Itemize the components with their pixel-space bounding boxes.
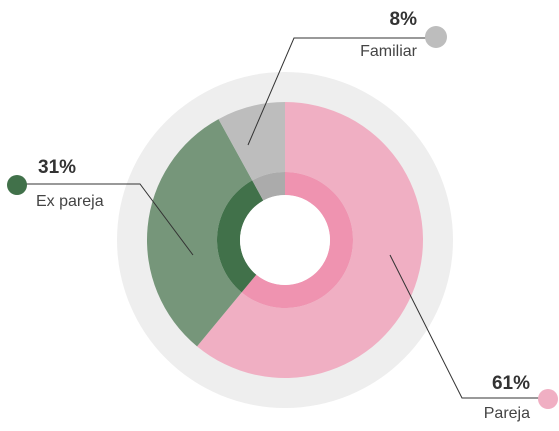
value-label: 31%: [38, 157, 76, 178]
legend-dot: [538, 389, 558, 409]
pie-slice-inner: [241, 172, 353, 308]
leader-line: [389, 254, 540, 399]
pie-slice-inner: [216, 180, 264, 293]
pie-slice-inner: [252, 172, 285, 201]
leader-line: [247, 37, 436, 146]
category-label: Pareja: [484, 405, 530, 422]
donut-hole: [240, 195, 330, 285]
pie-slice: [218, 102, 285, 181]
legend-dot: [7, 175, 27, 195]
leader-line: [17, 183, 194, 256]
value-label: 8%: [390, 9, 418, 30]
legend-dot: [425, 26, 447, 48]
pie-slice: [146, 119, 253, 347]
category-label: Familiar: [360, 43, 418, 60]
pie-slice: [197, 102, 424, 379]
category-label: Ex pareja: [36, 193, 104, 210]
value-label: 61%: [492, 373, 530, 394]
